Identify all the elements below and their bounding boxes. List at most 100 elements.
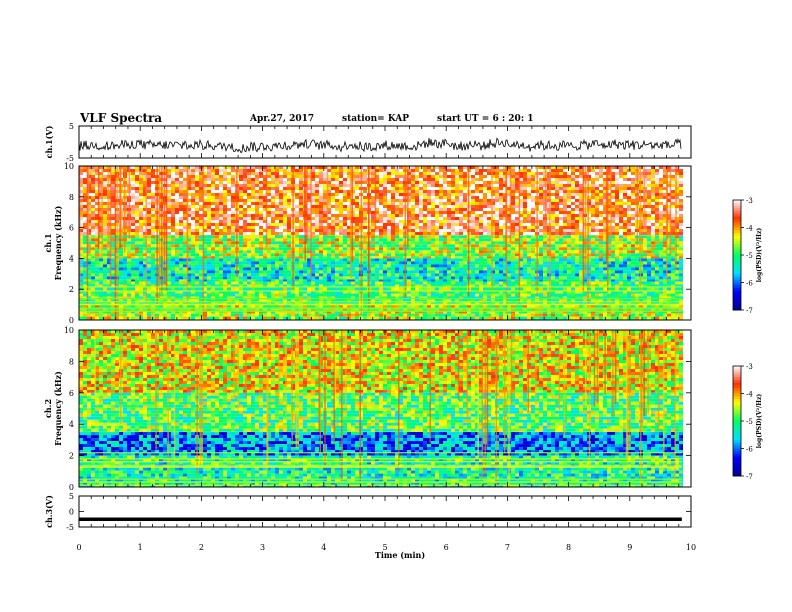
spectrogram-cell <box>675 196 679 199</box>
spectrogram-cell <box>451 247 455 251</box>
spectrogram-cell <box>423 238 427 242</box>
spectrogram-cell <box>387 199 391 202</box>
spectrogram-cell <box>435 181 439 184</box>
spectrogram-cell <box>231 187 235 190</box>
spectrogram-cell <box>159 253 163 257</box>
spectrogram-cell <box>323 202 327 205</box>
spectrogram-cell <box>323 226 327 229</box>
spectrogram-cell <box>447 166 451 169</box>
spectrogram-cell <box>415 169 419 172</box>
spectrogram-cell <box>299 247 303 251</box>
spectrogram-cell <box>259 175 263 178</box>
spectrogram-cell <box>447 220 451 223</box>
spectrogram-cell <box>139 238 143 242</box>
spectrogram-cell <box>211 178 215 181</box>
spectrogram-cell <box>275 241 279 245</box>
spectrogram-cell <box>243 184 247 187</box>
spectrogram-cell <box>611 226 615 229</box>
spectrogram-cell <box>315 193 319 196</box>
spectrogram-cell <box>275 205 279 208</box>
spectrogram-cell <box>263 235 267 239</box>
spectrogram-cell <box>579 193 583 196</box>
spectrogram-cell <box>191 247 195 251</box>
spectrogram-cell <box>91 193 95 196</box>
spectrogram-cell <box>591 223 595 226</box>
spectrogram-cell <box>203 223 207 226</box>
spectrogram-cell <box>355 202 359 205</box>
spectrogram-cell <box>399 229 403 232</box>
spectrogram-cell <box>555 232 559 235</box>
spectrogram-cell <box>215 220 219 223</box>
spectrogram-cell <box>555 193 559 196</box>
spectrogram-cell <box>655 220 659 223</box>
spectrogram-cell <box>375 175 379 178</box>
spectrogram-cell <box>431 184 435 187</box>
spectrogram-cell <box>135 270 139 274</box>
spectrogram-cell <box>571 172 575 175</box>
spectrogram-cell <box>343 235 347 239</box>
spectrogram-cell <box>515 208 519 211</box>
spectrogram-cell <box>499 190 503 193</box>
spectrogram-cell <box>475 250 479 254</box>
spectrogram-cell <box>379 238 383 242</box>
spectrogram-cell <box>579 199 583 202</box>
spectrogram-cell <box>407 211 411 214</box>
spectrogram-cell <box>195 226 199 229</box>
spectrogram-cell <box>679 202 683 205</box>
spectrogram-cell <box>675 199 679 202</box>
spectrogram-cell <box>203 238 207 242</box>
spectrogram-cell <box>571 190 575 193</box>
spectrogram-cell <box>439 241 443 245</box>
spectrogram-cell <box>363 190 367 193</box>
spectrogram-cell <box>511 202 515 205</box>
spectrogram-cell <box>671 247 675 251</box>
spectrogram-cell <box>443 178 447 181</box>
spectrogram-cell <box>315 169 319 172</box>
spectrogram-cell <box>571 238 575 242</box>
spectrogram-cell <box>339 184 343 187</box>
spectrogram-cell <box>347 238 351 242</box>
spectrogram-cell <box>595 199 599 202</box>
spectrogram-cell <box>215 229 219 232</box>
spectrogram-cell <box>147 250 151 254</box>
spectrogram-cell <box>395 244 399 248</box>
spectrogram-cell <box>567 256 571 259</box>
spectrogram-cell <box>659 196 663 199</box>
spectrogram-cell <box>167 232 171 235</box>
spectrogram-cell <box>623 175 627 178</box>
spectrogram-cell <box>251 196 255 199</box>
spectrogram-cell <box>531 178 535 181</box>
spectrogram-cell <box>419 172 423 175</box>
spectrogram-cell <box>419 250 423 254</box>
spectrogram-cell <box>679 238 683 242</box>
spectrogram-cell <box>659 217 663 220</box>
spectrogram-cell <box>627 172 631 175</box>
spectrogram-cell <box>103 214 107 217</box>
spectrogram-cell <box>647 196 651 199</box>
spectrogram-cell <box>215 166 219 169</box>
spectrogram-cell <box>447 172 451 175</box>
spectrogram-cell <box>239 199 243 202</box>
spectrogram-cell <box>323 241 327 245</box>
spectrogram-cell <box>543 241 547 245</box>
spectrogram-cell <box>311 244 315 248</box>
spectrogram-cell <box>575 253 579 257</box>
spectrogram-cell <box>167 178 171 181</box>
spectrogram-cell <box>335 181 339 184</box>
spectrogram-cell <box>211 247 215 251</box>
spectrogram-cell <box>555 235 559 239</box>
spectrogram-cell <box>671 181 675 184</box>
spectrogram-cell <box>199 208 203 211</box>
spectrogram-cell <box>379 181 383 184</box>
spectrogram-cell <box>167 220 171 223</box>
spectrogram-cell <box>399 175 403 178</box>
spectrogram-cell <box>307 229 311 232</box>
spectrogram-cell <box>435 193 439 196</box>
spectrogram-cell <box>263 199 267 202</box>
spectrogram-cell <box>143 270 147 274</box>
spectrogram-cell <box>551 244 555 248</box>
spectrogram-cell <box>595 247 599 251</box>
spectrogram-cell <box>667 178 671 181</box>
spectrogram-cell <box>495 184 499 187</box>
spectrogram-cell <box>339 166 343 169</box>
